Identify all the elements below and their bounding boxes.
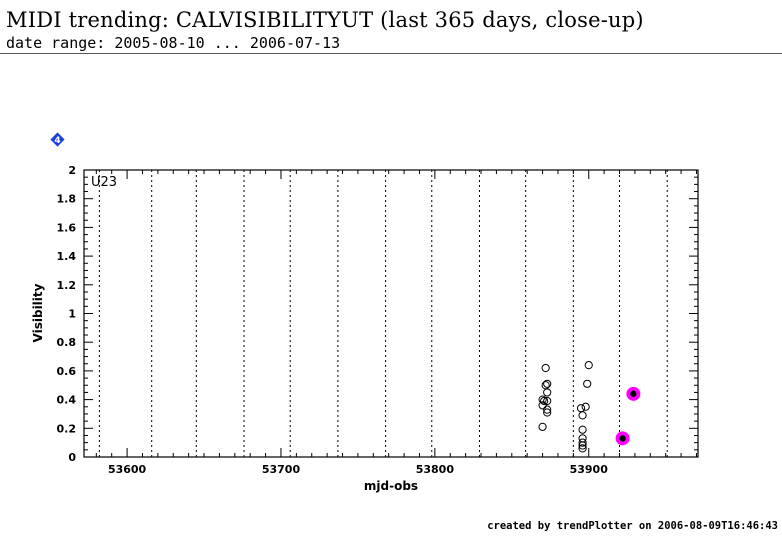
data-point [541,363,550,373]
y-tick-label: 0 [68,451,76,464]
y-tick-label: 0.6 [57,365,77,378]
status-marker-label: 4 [54,136,60,146]
data-point [578,444,587,453]
vertical-grid-lines [98,170,668,457]
data-point [538,401,547,410]
data-point [578,441,587,450]
y-axis-label: Visibility [31,283,45,342]
data-points [538,361,641,453]
data-point [578,411,587,420]
y-tick-label: 1.2 [57,279,77,292]
x-tick-label: 53600 [108,463,147,476]
y-tick-label: 1.4 [57,250,77,263]
axis-ticks [84,169,698,458]
date-range: date range: 2005-08-10 ... 2006-07-13 [6,34,341,52]
y-tick-label: 2 [68,164,76,177]
x-axis-label: mjd-obs [364,479,418,493]
y-tick-label: 1 [68,308,76,321]
credit-line: created by trendPlotter on 2006-08-09T16… [487,520,778,532]
x-tick-label: 53700 [262,463,301,476]
data-point [578,425,587,434]
y-tick-label: 1.8 [57,193,77,206]
data-point [543,388,552,397]
y-tick-label: 0.2 [57,422,77,435]
data-point [538,395,547,404]
title-divider [0,53,782,54]
data-point [543,379,552,388]
data-point [543,408,552,417]
data-point [543,405,552,414]
data-point [540,396,549,406]
data-point [543,396,552,406]
data-point [583,379,592,388]
highlight-point-center [619,435,626,442]
data-point [581,402,590,411]
page-title: MIDI trending: CALVISIBILITYUT (last 365… [6,8,644,32]
data-point [538,422,547,431]
plot-frame [83,169,699,458]
x-tick-label: 53800 [416,463,455,476]
data-point [576,404,586,413]
tick-labels: 53600 53700 53800 53900 0 0.2 0.4 0.6 0.8 1 1.2 1.4… [57,164,609,476]
y-tick-label: 0.8 [57,336,77,349]
status-marker[interactable]: 4 [50,132,65,147]
highlight-point-center [630,390,637,398]
panel-label: U23 [91,175,117,190]
data-point [584,361,593,370]
x-tick-label: 53900 [570,463,609,476]
data-point [578,434,587,443]
data-point [578,438,587,447]
y-tick-label: 1.6 [57,221,77,234]
y-tick-label: 0.4 [57,394,77,407]
